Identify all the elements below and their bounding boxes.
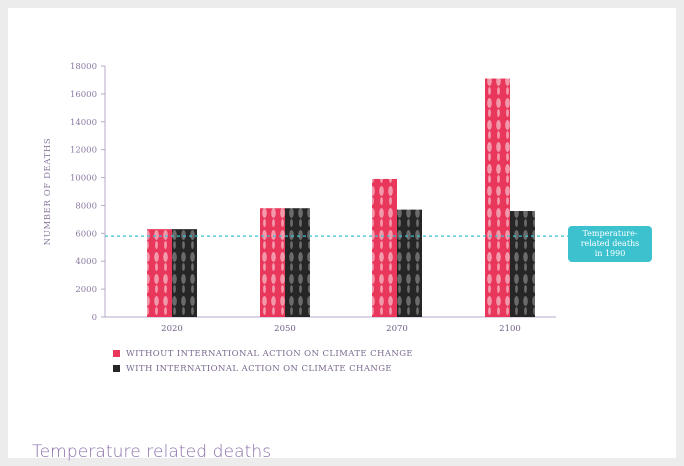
- bar-with-action-2100: [510, 211, 535, 317]
- y-tick-label: 6000: [75, 229, 97, 239]
- y-tick-label: 4000: [75, 257, 97, 267]
- bar-without-action-2020: [147, 229, 172, 317]
- chart-card: 0 2000 4000 6000 8000 10000 12000 14000 16000 180…: [8, 8, 676, 462]
- x-tick-label: 2070: [386, 324, 408, 334]
- bar-with-action-2020: [172, 229, 197, 317]
- x-tick-label: 2100: [499, 324, 521, 334]
- legend: WITHOUT INTERNATIONAL ACTION ON CLIMATE …: [113, 346, 413, 376]
- x-tick-label: 2020: [161, 324, 183, 334]
- x-tick-label: 2050: [274, 324, 296, 334]
- y-tick-label: 8000: [75, 201, 97, 211]
- legend-item-with-action: WITH INTERNATIONAL ACTION ON CLIMATE CHA…: [113, 361, 413, 376]
- figure-caption: Temperature related deaths: [32, 442, 272, 462]
- bar-with-action-2050: [285, 208, 310, 317]
- y-tick-label: 14000: [70, 118, 97, 128]
- bar-without-action-2070: [372, 178, 397, 317]
- bar-chart: 0 2000 4000 6000 8000 10000 12000 14000 16000 180…: [43, 62, 568, 334]
- bar-without-action-2100: [485, 78, 510, 317]
- y-tick-label: 2000: [75, 285, 97, 295]
- legend-swatch-black: [113, 365, 120, 372]
- legend-label: WITH INTERNATIONAL ACTION ON CLIMATE CHA…: [126, 363, 393, 374]
- bar-with-action-2070: [397, 209, 422, 317]
- y-axis-label: NUMBER OF DEATHS: [43, 138, 53, 246]
- legend-label: WITHOUT INTERNATIONAL ACTION ON CLIMATE …: [126, 348, 414, 359]
- y-tick-label: 16000: [70, 90, 97, 100]
- bar-without-action-2050: [260, 208, 285, 317]
- y-tick-label: 12000: [70, 146, 97, 156]
- y-tick-label: 0: [92, 313, 97, 323]
- y-tick-label: 18000: [70, 62, 97, 72]
- legend-swatch-red: [113, 350, 120, 357]
- y-tick-label: 10000: [70, 174, 97, 184]
- legend-item-without-action: WITHOUT INTERNATIONAL ACTION ON CLIMATE …: [113, 346, 413, 361]
- reference-callout: Temperature- related deaths in 1990: [568, 226, 652, 262]
